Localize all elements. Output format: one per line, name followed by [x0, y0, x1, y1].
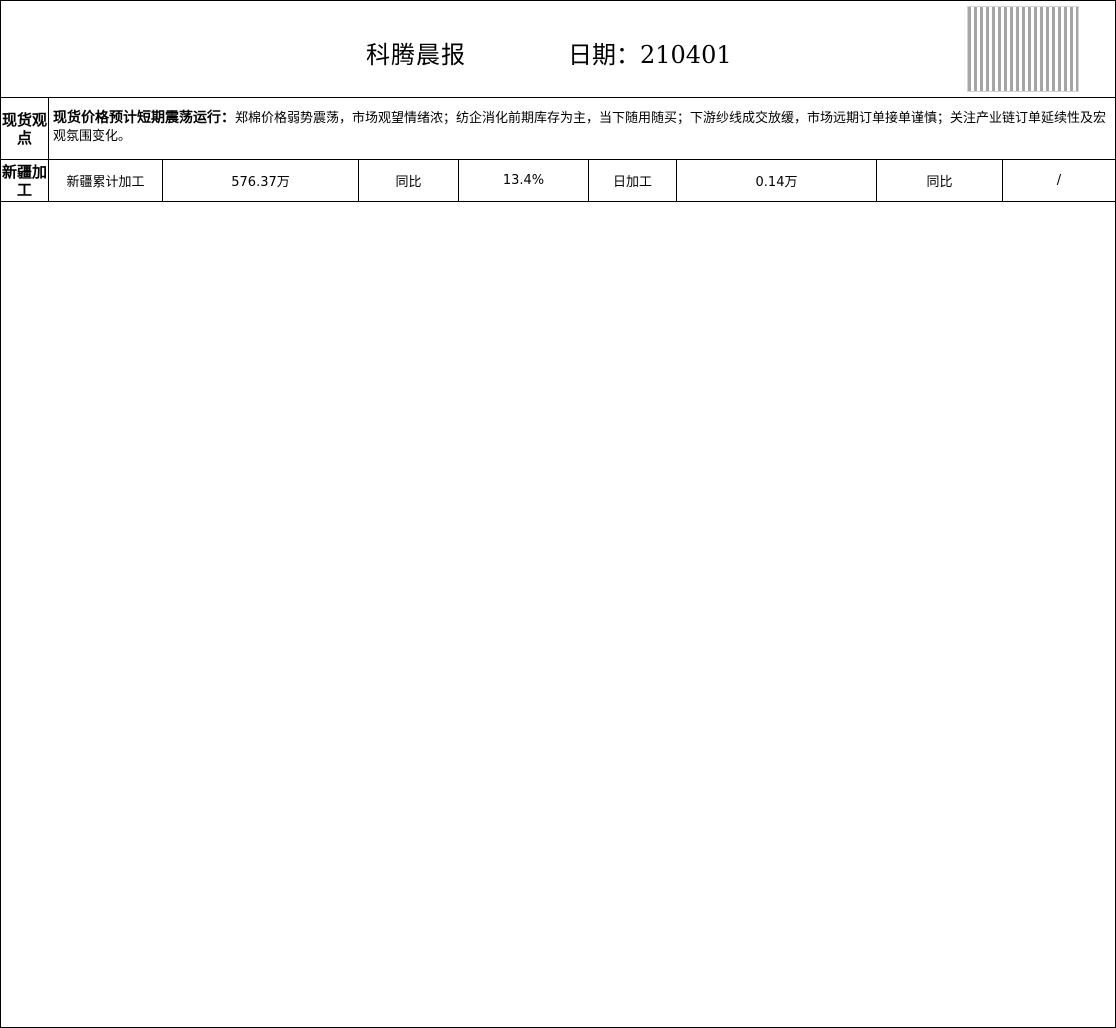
spot-view-text: 现货价格预计短期震荡运行：郑棉价格弱势震荡，市场观望情绪浓；纺企消化前期库存为主… — [53, 109, 1115, 146]
xj-value-3: 0.14万 — [677, 160, 877, 202]
spot-view-headline: 现货价格预计短期震荡运行： — [53, 110, 235, 126]
spot-view-section: 现货观点 现货价格预计短期震荡运行：郑棉价格弱势震荡，市场观望情绪浓；纺企消化前… — [1, 98, 1115, 160]
header: 科腾晨报 日期：210401 — [1, 1, 1115, 98]
xinjiang-section: 新疆加工 新疆累计加工 576.37万 同比 13.4% 日加工 0.14万 同… — [1, 160, 1115, 202]
report-date: 日期：210401 — [568, 41, 732, 69]
section-label: 新疆加工 — [1, 160, 49, 201]
xj-label-1: 新疆累计加工 — [49, 160, 163, 202]
xj-label-2: 同比 — [359, 160, 459, 202]
qr-code-icon — [967, 6, 1079, 92]
report-title: 科腾晨报 — [366, 41, 466, 69]
spot-view-body: 郑棉价格弱势震荡，市场观望情绪浓；纺企消化前期库存为主，当下随用随买；下游纱线成… — [53, 111, 1107, 144]
xj-value-4: / — [1003, 160, 1115, 202]
xj-label-4: 同比 — [877, 160, 1003, 202]
xj-label-3: 日加工 — [589, 160, 677, 202]
xj-value-1: 576.37万 — [163, 160, 359, 202]
xj-value-2: 13.4% — [459, 160, 589, 202]
section-label: 现货观点 — [1, 98, 49, 159]
